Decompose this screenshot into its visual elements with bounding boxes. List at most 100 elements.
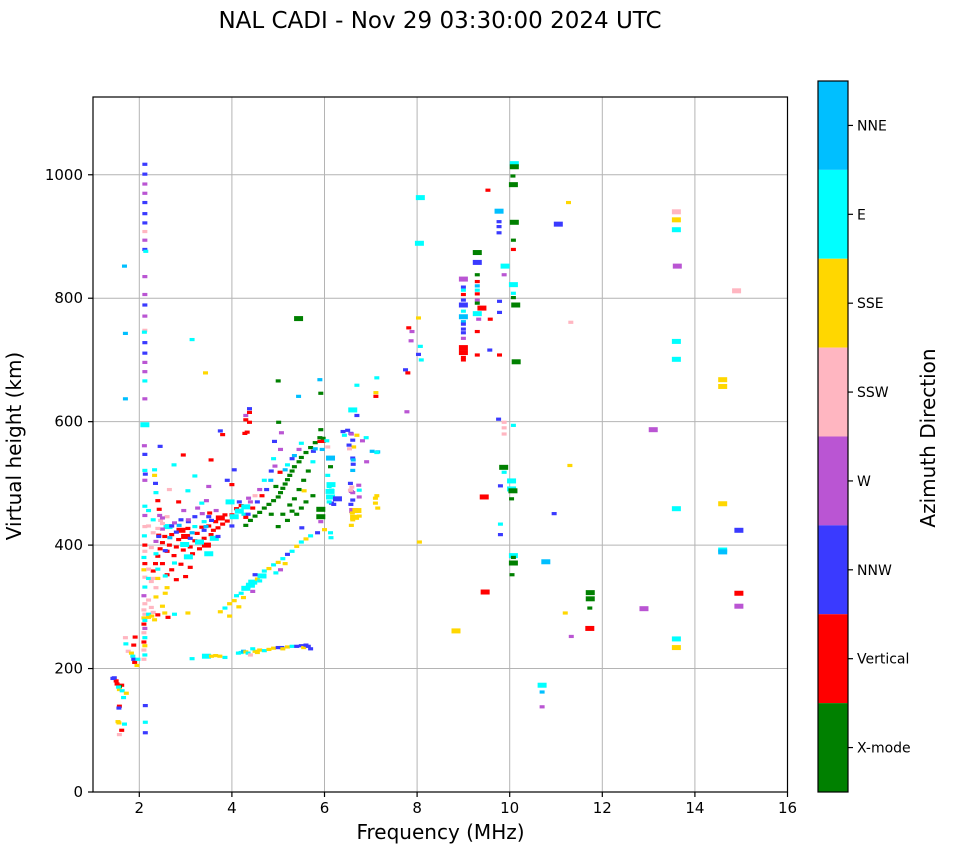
data-point <box>142 612 148 616</box>
data-point <box>301 478 307 482</box>
data-point <box>110 676 116 681</box>
data-point <box>349 511 355 515</box>
data-point <box>510 238 516 242</box>
data-point <box>243 418 249 422</box>
data-point <box>537 682 547 688</box>
data-point <box>273 484 279 489</box>
x-axis-tick-label: 8 <box>412 799 422 817</box>
data-point <box>257 579 263 583</box>
data-point <box>356 488 362 492</box>
data-point <box>287 503 293 507</box>
data-point <box>510 423 516 427</box>
data-point <box>289 457 295 461</box>
data-point <box>268 478 274 482</box>
data-point <box>347 447 353 451</box>
data-point <box>238 591 244 595</box>
data-point <box>316 506 326 512</box>
data-point <box>142 478 148 482</box>
data-point <box>348 502 354 506</box>
data-point <box>248 579 258 585</box>
data-point <box>215 526 221 530</box>
colorbar-tick-label: E <box>857 207 866 223</box>
data-point <box>257 510 263 514</box>
data-point <box>115 685 121 689</box>
data-point <box>298 455 304 460</box>
data-point <box>162 574 168 578</box>
data-point <box>142 644 148 648</box>
data-point <box>501 432 507 436</box>
data-point <box>460 298 466 302</box>
data-point <box>246 420 252 424</box>
data-point <box>122 397 128 401</box>
data-point <box>171 521 177 525</box>
data-point <box>672 263 682 269</box>
data-point <box>159 521 165 526</box>
data-point <box>497 484 503 488</box>
data-point <box>303 450 309 455</box>
data-point <box>477 305 487 311</box>
data-point <box>305 644 311 648</box>
data-point <box>567 463 573 468</box>
data-point <box>142 549 148 553</box>
data-point <box>289 469 295 473</box>
data-point <box>348 523 354 527</box>
data-point <box>460 336 466 340</box>
x-axis-tick-label: 2 <box>135 799 145 817</box>
data-point <box>142 182 148 186</box>
data-point <box>476 317 482 321</box>
data-point <box>374 376 380 380</box>
data-point <box>718 377 728 383</box>
data-point <box>474 288 480 292</box>
data-point <box>192 539 198 543</box>
colorbar-tick-label: Vertical <box>857 652 909 668</box>
data-point <box>284 518 290 523</box>
data-point <box>317 378 323 382</box>
data-point <box>501 273 507 277</box>
data-point <box>243 515 249 519</box>
data-point <box>487 348 493 352</box>
data-point <box>146 612 152 616</box>
data-point <box>348 407 358 413</box>
data-point <box>639 606 649 612</box>
data-point <box>460 358 466 362</box>
data-point <box>341 433 347 437</box>
data-point <box>155 567 161 571</box>
data-point <box>128 651 134 655</box>
data-point <box>222 655 228 660</box>
data-point <box>142 720 148 724</box>
data-point <box>298 644 304 648</box>
data-point <box>141 534 147 538</box>
data-point <box>284 552 290 556</box>
data-point <box>734 590 744 596</box>
data-point <box>169 568 175 572</box>
y-axis-tick-label: 200 <box>54 660 83 678</box>
data-point <box>169 533 175 537</box>
data-point <box>568 320 574 324</box>
x-axis-tick-label: 12 <box>593 799 612 817</box>
data-point <box>268 469 274 473</box>
data-point <box>319 447 325 452</box>
data-point <box>539 705 545 709</box>
data-point <box>325 445 331 449</box>
data-point <box>217 610 223 614</box>
data-point <box>460 288 466 292</box>
data-point <box>349 485 355 489</box>
data-point <box>268 512 274 516</box>
data-point <box>509 164 519 170</box>
data-point <box>206 524 212 528</box>
data-point <box>113 679 119 683</box>
data-point <box>180 453 186 457</box>
data-point <box>146 567 152 571</box>
data-point <box>164 515 170 519</box>
data-point <box>474 284 480 288</box>
data-point <box>159 541 165 545</box>
data-point <box>408 339 414 343</box>
data-point <box>141 330 147 334</box>
data-point <box>671 645 681 651</box>
colorbar-segment <box>818 703 848 792</box>
data-point <box>148 545 154 550</box>
data-point <box>142 275 148 279</box>
data-point <box>317 436 323 440</box>
data-point <box>142 504 148 508</box>
data-point <box>510 291 516 295</box>
